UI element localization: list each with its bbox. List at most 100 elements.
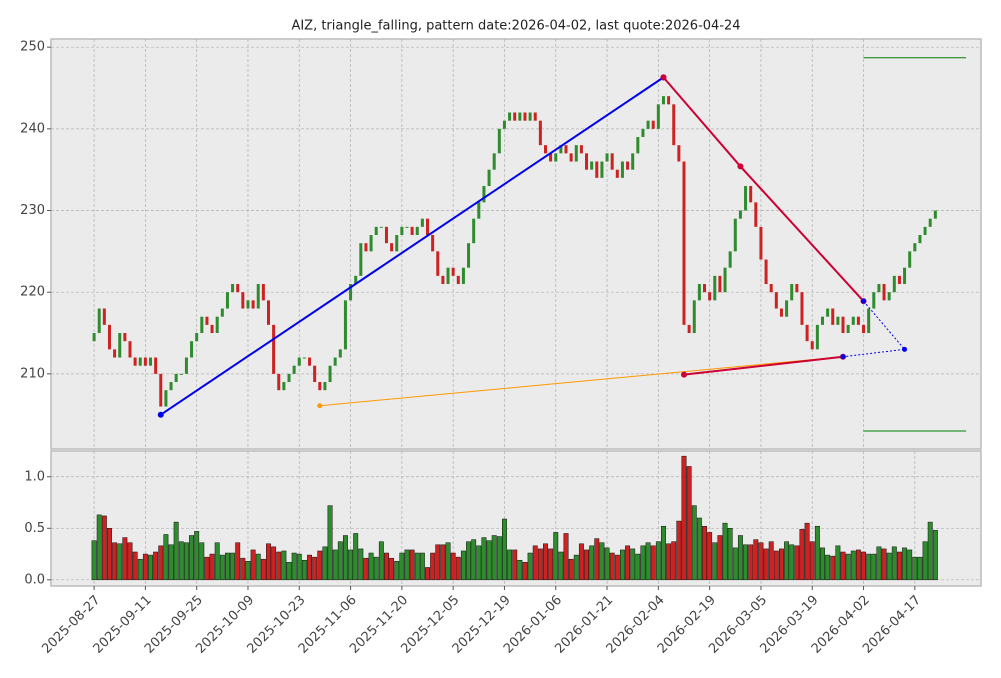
volume-bar [419,552,425,581]
volume-bar [614,554,620,581]
candle-body [882,284,886,301]
candle-body [805,324,809,342]
volume-bar [814,525,820,581]
candle-body [364,243,368,252]
volume-bar [522,562,528,581]
candle-body [251,300,255,309]
volume-bar [219,554,225,581]
volume-bar [686,466,692,581]
candle-body [831,308,835,325]
volume-bar [481,537,487,581]
candle-body [549,153,553,162]
volume-bar [137,558,143,581]
candle-body [867,308,871,334]
candle-body [241,292,245,309]
candle-body [718,275,722,293]
volume-bar [794,545,800,581]
candle-body [661,96,665,105]
candle-body [759,226,763,260]
volume-bar [107,528,112,581]
candle-body [641,128,645,138]
candle-body [749,186,753,203]
candle-body [200,316,204,334]
candle-body [149,357,153,366]
candle-body [528,112,532,121]
volume-bar [737,535,743,581]
volume-bar [850,550,856,581]
candle-body [851,316,855,325]
candle-body [713,275,717,301]
candle-body [415,226,419,236]
candle-body [292,365,296,374]
volume-bar [435,544,441,581]
volume-bar [183,542,189,581]
volume-bar [101,515,107,581]
pattern-point [737,163,744,170]
candle-body [482,186,486,203]
volume-bar [512,549,518,581]
candle-body [723,267,727,293]
volume-bar [194,531,200,581]
candle-body [764,259,768,285]
volume-bar [753,539,759,581]
volume-bar [717,535,723,581]
volume-bar [322,546,328,581]
volume-bar [789,544,795,581]
candle-body [687,324,691,334]
volume-bar [702,525,707,581]
volume-bar [578,543,584,581]
volume-bar [132,551,138,581]
volume-bar [250,549,256,581]
candle-body [313,365,317,383]
volume-bar [296,553,302,581]
candle-body [785,300,789,317]
candle-body [323,382,327,391]
candle-body [856,316,860,325]
volume-bar [342,535,348,581]
candle-body [308,357,312,366]
candle-body [543,145,547,154]
candle-body [159,373,163,407]
candle-body [297,357,301,366]
candle-body [333,357,337,366]
candle-body [154,357,158,374]
candle-body [908,251,912,268]
volume-bar [214,542,220,581]
volume-bar [871,553,877,581]
volume-bar [368,552,374,581]
candle-body [810,341,814,350]
volume-bar [835,545,841,581]
candle-body [492,153,496,170]
candle-body [744,186,748,211]
candle-body [456,275,460,285]
candle-body [246,300,250,309]
candle-body [620,161,624,178]
candle-body [431,235,435,252]
volume-bar [809,541,815,581]
y-tick-label: 0.0 [24,572,45,587]
volume-bar [763,548,769,581]
volume-bar [148,554,153,581]
candle-body [369,235,373,252]
chart-title: AIZ, triangle_falling, pattern date:2026… [291,19,740,34]
candle-body [892,275,896,293]
volume-bar [732,547,738,581]
volume-bar [604,547,610,581]
candle-body [692,300,696,334]
volume-bar [645,542,651,581]
volume-bar [307,554,312,581]
volume-bar [537,548,543,581]
volume-bar [178,541,184,581]
volume-bar [907,549,913,581]
volume-bar [707,532,713,581]
pattern-line [160,76,665,416]
candle-body [287,373,291,383]
candle-body [779,308,783,317]
candle-body [390,243,394,252]
volume-bar [573,554,579,581]
y-tick-label: 0.5 [24,521,45,536]
volume-bar [825,554,831,581]
candle-body [195,333,199,342]
volume-bar [845,553,851,581]
